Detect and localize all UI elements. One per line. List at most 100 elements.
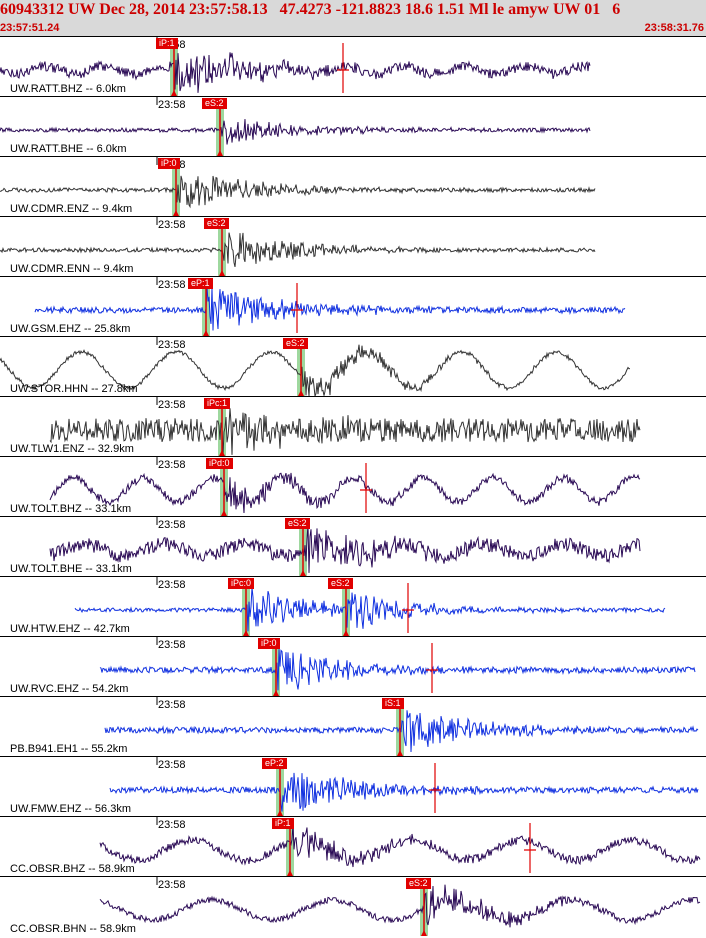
waveform-panel[interactable]: 23:58 eS:2 CC.OBSR.BHN -- 58.9km	[0, 876, 706, 936]
pick-marker	[343, 630, 349, 636]
channel-label: UW.RATT.BHZ -- 6.0km	[10, 83, 126, 95]
waveform-panel[interactable]: 23:58 iPd:0 UW.TOLT.BHZ -- 33.1km	[0, 456, 706, 516]
tick-label: 23:58	[158, 699, 186, 711]
waveform-panels: 23:58 iP:1 UW.RATT.BHZ -- 6.0km 23:58 eS:2 UW…	[0, 36, 706, 938]
pick-marker	[277, 810, 283, 816]
channel-label: UW.HTW.EHZ -- 42.7km	[10, 623, 130, 635]
waveform-panel[interactable]: 23:58 iS:1 PB.B941.EH1 -- 55.2km	[0, 696, 706, 756]
amplitude-marker	[429, 763, 441, 813]
waveform-panel[interactable]: 23:58 iP:0 UW.RVC.EHZ -- 54.2km	[0, 636, 706, 696]
pick-marker	[298, 390, 304, 396]
tick-label: 23:58	[158, 99, 186, 111]
waveform-panel[interactable]: 23:58 iPc:1 UW.TLW1.ENZ -- 32.9km	[0, 396, 706, 456]
waveform-panel[interactable]: 23:58 eS:2 UW.CDMR.ENN -- 9.4km	[0, 216, 706, 276]
channel-label: UW.TOLT.BHZ -- 33.1km	[10, 503, 132, 515]
waveform-trace-area	[0, 97, 591, 156]
waveform-panel[interactable]: 23:58 iP:1 CC.OBSR.BHZ -- 58.9km	[0, 816, 706, 876]
channel-label: PB.B941.EH1 -- 55.2km	[10, 743, 128, 755]
seismogram-trace	[49, 523, 641, 573]
tick-label: 23:58	[158, 759, 186, 771]
pick-label[interactable]: eP:1	[188, 278, 213, 289]
channel-label: UW.RATT.BHE -- 6.0km	[10, 143, 127, 155]
pick-label[interactable]: eS:2	[285, 518, 310, 529]
waveform-panel[interactable]: 23:58 eP:2 UW.FMW.EHZ -- 56.3km	[0, 756, 706, 816]
waveform-trace-area	[99, 637, 696, 696]
channel-label: UW.CDMR.ENZ -- 9.4km	[10, 203, 133, 215]
amplitude-marker	[402, 583, 414, 633]
waveform-trace-area	[74, 577, 666, 636]
tick-label: 23:58	[158, 579, 186, 591]
amplitude-marker	[291, 283, 303, 333]
pick-label[interactable]: eP:2	[262, 758, 287, 769]
waveform-trace-area	[49, 457, 641, 516]
pick-marker	[173, 210, 179, 216]
seismogram-trace	[0, 232, 596, 268]
waveform-trace-area	[49, 517, 641, 576]
tick-label: 23:58	[158, 519, 186, 531]
pick-marker	[397, 750, 403, 756]
pick-label[interactable]: eS:2	[283, 338, 308, 349]
waveform-trace-area	[104, 697, 699, 756]
tick-label: 23:58	[158, 339, 186, 351]
seismogram-trace	[49, 408, 641, 456]
seismogram-trace	[0, 119, 591, 145]
pick-marker	[171, 90, 177, 96]
seismogram-trace	[74, 587, 666, 632]
seismogram-trace	[34, 286, 626, 331]
pick-marker	[421, 930, 427, 936]
waveform-trace-area	[0, 217, 596, 276]
pick-marker	[219, 270, 225, 276]
pick-label[interactable]: eS:2	[202, 98, 227, 109]
seismogram-trace	[0, 52, 591, 93]
amplitude-marker	[426, 643, 438, 693]
waveform-panel[interactable]: 23:58 iPc:0 eS:2 UW.HTW.EHZ -- 42.7km	[0, 576, 706, 636]
tick-label: 23:58	[158, 879, 186, 891]
channel-label: UW.GSM.EHZ -- 25.8km	[10, 323, 131, 335]
tick-label: 23:58	[158, 219, 186, 231]
pick-label[interactable]: iPc:1	[204, 398, 231, 409]
event-title: 60943312 UW Dec 28, 2014 23:57:58.13 47.…	[0, 1, 621, 18]
waveform-trace-area	[99, 877, 701, 936]
pick-label[interactable]: eS:2	[328, 578, 353, 589]
pick-label[interactable]: iPd:0	[206, 458, 233, 469]
tick-label: 23:58	[158, 459, 186, 471]
pick-marker	[300, 570, 306, 576]
pick-marker	[217, 150, 223, 156]
pick-label[interactable]: iP:0	[158, 158, 180, 169]
channel-label: CC.OBSR.BHZ -- 58.9km	[10, 863, 135, 875]
tick-label: 23:58	[158, 399, 186, 411]
waveform-panel[interactable]: 23:58 eS:2 UW.STOR.HHN -- 27.8km	[0, 336, 706, 396]
waveform-panel[interactable]: 23:58 eP:1 UW.GSM.EHZ -- 25.8km	[0, 276, 706, 336]
pick-label[interactable]: eS:2	[204, 218, 229, 229]
pick-label[interactable]: iS:1	[382, 698, 404, 709]
tick-label: 23:58	[158, 639, 186, 651]
waveform-panel[interactable]: 23:58 eS:2 UW.TOLT.BHE -- 33.1km	[0, 516, 706, 576]
amplitude-marker	[360, 463, 372, 513]
pick-marker	[273, 690, 279, 696]
pick-marker	[219, 450, 225, 456]
channel-label: UW.STOR.HHN -- 27.8km	[10, 383, 138, 395]
seismogram-trace	[99, 884, 701, 928]
pick-label[interactable]: iP:1	[272, 818, 294, 829]
waveform-trace-area	[99, 817, 701, 876]
channel-label: UW.RVC.EHZ -- 54.2km	[10, 683, 129, 695]
seismogram-trace	[49, 472, 641, 514]
end-time: 23:58:31.76	[644, 22, 704, 34]
waveform-trace-area	[49, 397, 641, 456]
seismogram-trace	[0, 344, 631, 396]
channel-label: UW.FMW.EHZ -- 56.3km	[10, 803, 131, 815]
seismogram-trace	[109, 772, 699, 812]
waveform-panel[interactable]: 23:58 eS:2 UW.RATT.BHE -- 6.0km	[0, 96, 706, 156]
amplitude-marker	[337, 43, 349, 93]
pick-label[interactable]: iP:1	[156, 38, 178, 49]
pick-marker	[221, 510, 227, 516]
seismogram-trace	[0, 175, 596, 209]
pick-label[interactable]: iPc:0	[228, 578, 255, 589]
waveform-trace-area	[109, 757, 699, 816]
pick-label[interactable]: iP:0	[258, 638, 280, 649]
pick-label[interactable]: eS:2	[406, 878, 431, 889]
waveform-trace-area	[34, 277, 626, 336]
channel-label: UW.CDMR.ENN -- 9.4km	[10, 263, 134, 275]
